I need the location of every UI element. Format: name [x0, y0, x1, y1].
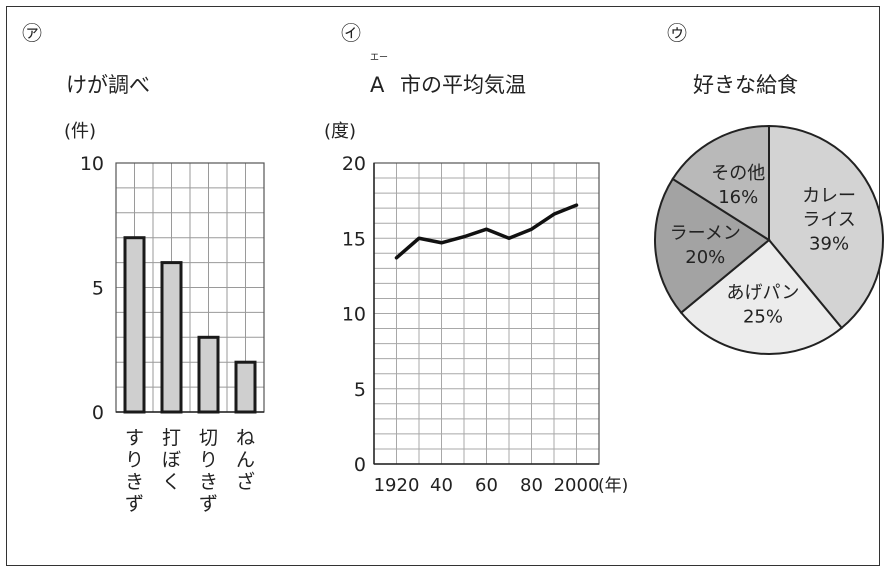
pie-slice — [768, 124, 884, 330]
category-label-char: ね — [236, 427, 255, 449]
category-label-char: す — [125, 427, 144, 449]
slice-name-label: あげパン — [727, 283, 800, 304]
panel-b-title: 市の平均気温 — [400, 73, 526, 97]
pie-slice — [654, 177, 771, 315]
y-tick-label: 15 — [342, 228, 366, 250]
panel-c-marker: ㋒ — [667, 21, 687, 45]
bar — [123, 236, 146, 414]
x-tick-label: 2000 — [554, 475, 600, 496]
x-tick-label: 40 — [430, 475, 453, 496]
category-label-char: ず — [125, 493, 144, 515]
category-label-char: き — [199, 471, 218, 493]
x-tick-label: 80 — [520, 475, 543, 496]
y-tick-label: 10 — [342, 304, 366, 326]
temperature-line — [394, 203, 579, 260]
category-label-char: ぼ — [162, 449, 181, 471]
category-label-char: く — [162, 471, 181, 493]
panel-a-title: けが調べ — [66, 73, 150, 97]
category-label-char: り — [125, 449, 144, 471]
panel-b-marker: ㋑ — [341, 21, 361, 45]
category-label-char: き — [125, 471, 144, 493]
x-tick-label: 1920 — [374, 475, 420, 496]
category-label-char: 打 — [162, 427, 181, 449]
y-tick-label: 5 — [92, 278, 104, 300]
bar — [197, 335, 220, 414]
x-tick-label: 60 — [475, 475, 498, 496]
y-tick-label: 10 — [80, 153, 104, 175]
line-chart-temperature: 0 5 10 15 20 1920 40 60 80 2000 — [342, 153, 600, 496]
pie-slice — [679, 238, 844, 355]
panel-b-title-letter: A — [370, 73, 385, 97]
y-tick-label: 0 — [92, 402, 104, 424]
category-label-char: ず — [199, 493, 218, 515]
category-label-char: り — [199, 449, 218, 471]
panel-b-ruby: エー — [370, 53, 388, 63]
bar — [160, 261, 183, 414]
slice-name-label: その他 — [711, 163, 765, 184]
y-tick-label: 20 — [342, 153, 366, 175]
slice-percent-label: 16% — [718, 187, 758, 208]
slice-name-label: カレー — [802, 185, 856, 206]
category-label-char: 切 — [199, 427, 218, 449]
panel-c-title: 好きな給食 — [693, 73, 798, 97]
bar — [234, 360, 257, 414]
category-label-char: ざ — [236, 470, 255, 493]
slice-percent-label: 25% — [743, 307, 783, 328]
slice-name-label: ラーメン — [670, 223, 741, 244]
category-label-char: ん — [236, 449, 255, 471]
slice-name-label: ライス — [802, 209, 855, 230]
panel-a-marker: ㋐ — [22, 21, 42, 45]
slice-percent-label: 20% — [685, 247, 725, 268]
y-tick-label: 5 — [354, 379, 366, 401]
panel-b-unit: (度) — [324, 121, 356, 142]
panel-a-unit: (件) — [64, 121, 96, 142]
y-tick-label: 0 — [354, 454, 366, 476]
pie-slice — [671, 124, 770, 242]
slice-percent-label: 39% — [809, 233, 849, 254]
panel-b-x-unit: (年) — [598, 476, 628, 496]
